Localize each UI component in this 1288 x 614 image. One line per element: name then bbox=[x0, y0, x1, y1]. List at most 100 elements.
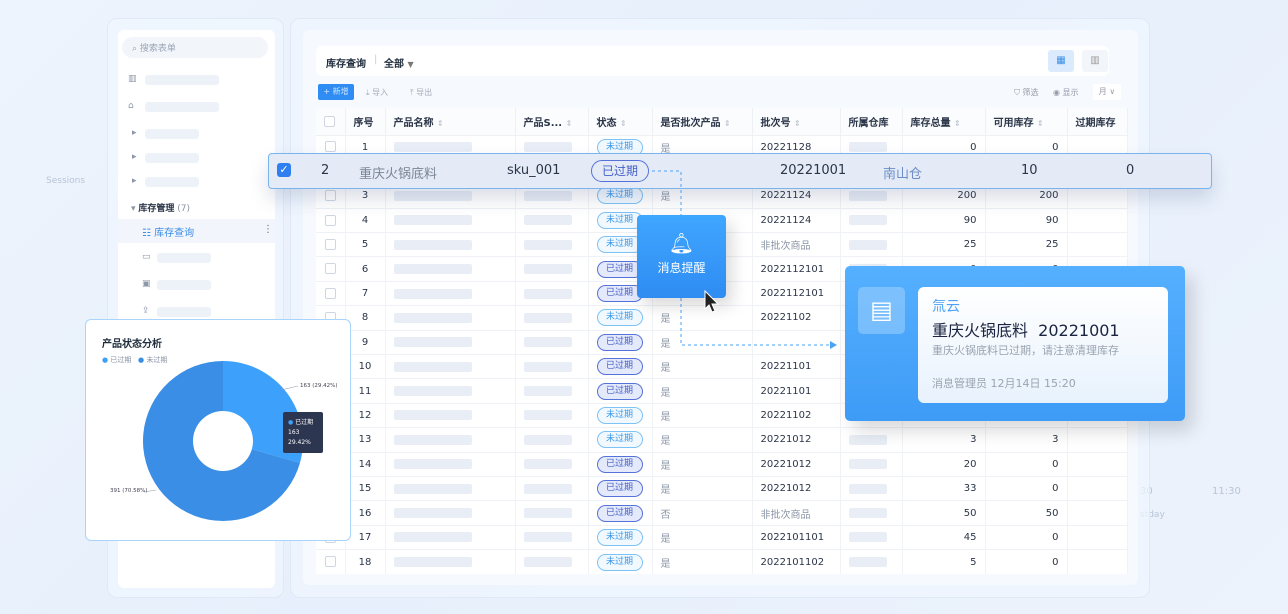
batch-number-text: 非批次商品 bbox=[760, 241, 811, 253]
total-stock-text: 50 bbox=[963, 507, 977, 519]
period-select[interactable]: 月 ∨ bbox=[1093, 84, 1121, 100]
product-name bbox=[385, 280, 516, 306]
column-header[interactable] bbox=[316, 108, 346, 135]
sort-icon[interactable]: ⇕ bbox=[565, 118, 573, 128]
row-checkbox[interactable] bbox=[324, 141, 336, 153]
table-row[interactable]: 4 未过期 20221124 90 90 bbox=[316, 207, 1128, 233]
row-checkbox-cell[interactable] bbox=[316, 280, 346, 306]
sidebar-group-inventory[interactable]: ▾ 库存管理 (7) bbox=[131, 201, 190, 214]
table-row[interactable]: 13 未过期 是 20221012 3 3 bbox=[316, 427, 1128, 453]
row-number: 5 bbox=[345, 232, 386, 257]
select-all-checkbox[interactable] bbox=[324, 115, 335, 127]
sidebar-group[interactable] bbox=[145, 177, 199, 187]
sidebar-group[interactable] bbox=[145, 129, 199, 139]
table-row[interactable]: 17 未过期 是 2022101101 45 0 bbox=[316, 524, 1128, 550]
sort-icon[interactable]: ⇕ bbox=[953, 118, 961, 128]
table-row[interactable]: 16 已过期 否 非批次商品 50 50 bbox=[316, 500, 1128, 526]
available-stock: 0 bbox=[985, 451, 1068, 477]
import-button[interactable]: ⤓ 导入 bbox=[366, 88, 389, 97]
notification-card[interactable]: ▤ 氚云 重庆火锅底料 20221001 重庆火锅底料已过期，请注意清理库存 消… bbox=[845, 266, 1185, 421]
sidebar-item[interactable] bbox=[145, 102, 219, 112]
add-label: 新增 bbox=[332, 87, 349, 96]
row-checkbox-cell[interactable] bbox=[316, 207, 346, 233]
available-stock-text: 200 bbox=[1039, 190, 1059, 202]
sort-icon[interactable]: ⇕ bbox=[793, 118, 801, 128]
search-input[interactable]: ⌕ 搜索表单 bbox=[122, 37, 268, 58]
column-header[interactable]: 产品S... ⇕ bbox=[515, 108, 589, 135]
placeholder-bar bbox=[393, 557, 472, 568]
table-row[interactable]: 18 未过期 是 2022101102 5 0 bbox=[316, 549, 1128, 575]
sidebar-item[interactable] bbox=[145, 75, 219, 85]
export-button[interactable]: ⤒ 导出 bbox=[410, 88, 433, 97]
sidebar-item-inventory-query-label[interactable]: ☷ 库存查询 bbox=[142, 224, 194, 239]
batch-number-text: 2022112101 bbox=[760, 288, 825, 300]
row-checkbox[interactable] bbox=[324, 214, 336, 226]
message-reminder-button[interactable]: 🔔︎ 消息提醒 bbox=[637, 215, 726, 298]
status-badge: 未过期 bbox=[596, 211, 643, 229]
batch-number: 20221124 bbox=[752, 207, 841, 233]
table-view-button[interactable]: ▦ bbox=[1048, 50, 1074, 72]
column-header[interactable]: 库存总量 ⇕ bbox=[902, 108, 986, 135]
notification-app: 氚云 bbox=[932, 299, 960, 315]
column-header[interactable]: 产品名称 ⇕ bbox=[385, 108, 516, 135]
legend-item-expired[interactable]: 已过期 bbox=[110, 356, 132, 364]
row-checkbox-checked[interactable]: ✓ bbox=[277, 163, 291, 177]
product-sku bbox=[515, 329, 589, 355]
sidebar-item[interactable] bbox=[157, 280, 211, 290]
column-header[interactable]: 所属仓库 bbox=[840, 108, 903, 135]
view-filter-dropdown[interactable]: 全部 ▼ bbox=[384, 55, 414, 70]
display-button[interactable]: ◉ 显示 bbox=[1053, 88, 1079, 97]
placeholder-bar bbox=[848, 142, 887, 153]
placeholder-bar bbox=[393, 312, 472, 323]
column-header[interactable]: 可用库存 ⇕ bbox=[985, 108, 1068, 135]
column-header[interactable]: 过期库存 bbox=[1067, 108, 1128, 135]
placeholder-bar bbox=[393, 483, 472, 494]
sidebar-item[interactable] bbox=[157, 253, 211, 263]
total-stock: 45 bbox=[902, 524, 986, 550]
row-checkbox[interactable] bbox=[324, 239, 336, 250]
sidebar-item[interactable] bbox=[157, 307, 211, 317]
row-checkbox[interactable] bbox=[324, 556, 336, 568]
status-badge: 未过期 bbox=[596, 528, 643, 546]
sidebar-item-inventory-query[interactable] bbox=[118, 219, 275, 243]
column-header[interactable]: 批次号 ⇕ bbox=[752, 108, 841, 135]
table-row[interactable]: 15 已过期 是 20221012 33 0 bbox=[316, 475, 1128, 501]
filter-button[interactable]: ⛉ 筛选 bbox=[1014, 88, 1039, 97]
row-checkbox-cell[interactable] bbox=[316, 232, 346, 257]
status-badge: 未过期 bbox=[596, 406, 643, 424]
sort-icon[interactable]: ⇕ bbox=[436, 118, 444, 128]
batch-number-text: 20221124 bbox=[760, 190, 812, 202]
product-name bbox=[385, 402, 516, 428]
add-button[interactable]: + 新增 bbox=[318, 84, 354, 100]
sort-icon[interactable]: ⇕ bbox=[1036, 118, 1044, 128]
sidebar-group[interactable] bbox=[145, 153, 199, 163]
expired-stock bbox=[1067, 549, 1128, 575]
batch-flag-text: 是 bbox=[660, 338, 671, 350]
row-checkbox[interactable] bbox=[324, 263, 336, 275]
column-header[interactable]: 状态 ⇕ bbox=[588, 108, 653, 135]
row-checkbox-cell[interactable] bbox=[316, 549, 346, 575]
pie-slice-1[interactable] bbox=[143, 361, 300, 521]
chart-view-button[interactable]: ▥ bbox=[1082, 50, 1108, 72]
warehouse bbox=[840, 500, 903, 526]
sort-icon[interactable]: ⇕ bbox=[723, 118, 731, 128]
product-name bbox=[385, 354, 516, 379]
status-badge: 已过期 bbox=[596, 455, 643, 473]
more-icon[interactable]: ⋮ bbox=[263, 224, 273, 235]
row-number: 7 bbox=[345, 280, 386, 306]
legend-item-valid[interactable]: 未过期 bbox=[146, 356, 168, 364]
status-badge: 已过期 bbox=[596, 333, 643, 351]
row-checkbox[interactable] bbox=[324, 287, 336, 299]
table-row[interactable]: 14 已过期 是 20221012 20 0 bbox=[316, 451, 1128, 477]
search-placeholder: 搜索表单 bbox=[139, 44, 176, 54]
selected-row[interactable]: ✓ 2 重庆火锅底料 sku_001 已过期 20221001 南山仓 10 0 bbox=[268, 153, 1212, 189]
row-number: 18 bbox=[345, 549, 386, 575]
product-sku bbox=[515, 524, 589, 550]
warehouse bbox=[840, 475, 903, 501]
row-checkbox[interactable] bbox=[324, 190, 336, 202]
column-header[interactable]: 序号 bbox=[345, 108, 386, 135]
placeholder-bar bbox=[523, 508, 572, 519]
column-header[interactable]: 是否批次产品 ⇕ bbox=[652, 108, 753, 135]
row-checkbox-cell[interactable] bbox=[316, 256, 346, 282]
sort-icon[interactable]: ⇕ bbox=[619, 118, 627, 128]
